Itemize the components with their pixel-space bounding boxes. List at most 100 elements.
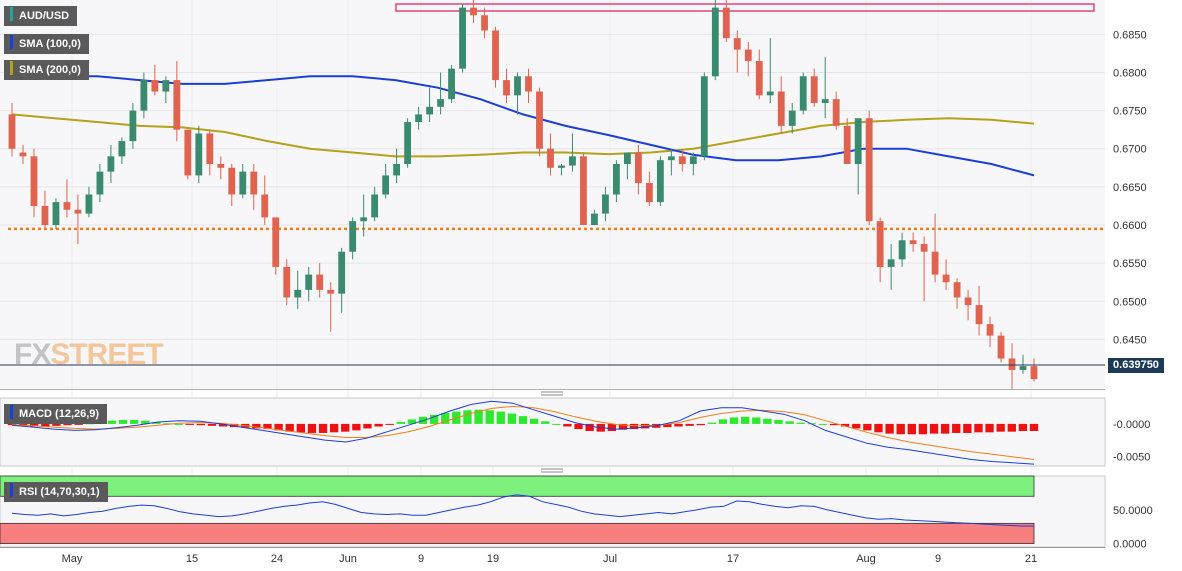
- date-tick-label: Jul: [603, 553, 617, 565]
- rsi-tick-label: 0.0000: [1113, 539, 1147, 551]
- candle: [63, 179, 71, 218]
- rsi-legend-text: RSI (14,70,30,1): [19, 486, 100, 498]
- candle-body: [1019, 366, 1027, 370]
- candle-body: [96, 171, 104, 195]
- candle-body: [162, 80, 170, 92]
- macd-bar: [130, 420, 139, 424]
- candle: [678, 148, 686, 172]
- candle-body: [898, 240, 906, 260]
- candle-body: [283, 266, 291, 298]
- sma200-legend-text: SMA (200,0): [19, 64, 81, 76]
- candle-body: [547, 148, 554, 168]
- macd-legend[interactable]: MACD (12,26,9): [4, 404, 108, 424]
- candle: [634, 144, 642, 195]
- candle-body: [393, 163, 401, 176]
- candle: [305, 266, 313, 302]
- candle-body: [964, 297, 972, 306]
- candle: [481, 7, 488, 39]
- candle-body: [349, 221, 357, 252]
- candle-body: [1030, 366, 1038, 380]
- candle: [294, 270, 302, 309]
- candle: [788, 102, 796, 134]
- macd-bar: [518, 416, 528, 424]
- candle-body: [876, 221, 884, 267]
- resize-handle[interactable]: [541, 391, 563, 396]
- macd-bar: [118, 420, 128, 424]
- candle: [173, 61, 181, 142]
- macd-bar: [263, 423, 272, 430]
- candle-body: [733, 38, 741, 50]
- macd-bar: [496, 411, 505, 424]
- candle-body: [217, 163, 225, 168]
- resize-handle[interactable]: [541, 468, 563, 473]
- candle-body: [239, 171, 247, 195]
- candle: [536, 87, 543, 157]
- macd-bar: [7, 423, 17, 426]
- symbol-text: AUD/USD: [19, 10, 70, 22]
- macd-bar: [874, 423, 883, 433]
- candle-body: [382, 175, 390, 195]
- price-tick-label: 0.6500: [1113, 296, 1147, 308]
- candle-body: [645, 183, 653, 203]
- candle: [338, 247, 346, 313]
- candle: [580, 152, 587, 226]
- candle: [184, 129, 192, 180]
- macd-bar: [107, 420, 117, 424]
- candle: [843, 118, 851, 164]
- candle-body: [810, 76, 818, 103]
- candle: [700, 72, 708, 161]
- date-axis-ticks: May 15 24 Jun 9 19 Jul 17 Aug 9 21: [62, 553, 1038, 565]
- macd-bar: [474, 409, 483, 424]
- macd-bar: [763, 418, 772, 424]
- macd-bar: [141, 420, 150, 424]
- candle: [52, 198, 60, 229]
- candle-body: [613, 163, 620, 195]
- candle: [30, 148, 38, 218]
- candle-body: [206, 133, 214, 164]
- candle: [360, 194, 368, 237]
- rsi-legend[interactable]: RSI (14,70,30,1): [4, 482, 108, 502]
- candle-body: [744, 49, 752, 62]
- candle-body: [426, 106, 433, 115]
- candle-body: [525, 76, 532, 92]
- macd-bar: [618, 423, 628, 430]
- macd-bar: [374, 423, 383, 427]
- macd-bar: [329, 423, 339, 433]
- candle-body: [909, 240, 917, 245]
- candle-body: [272, 217, 280, 267]
- candle: [96, 163, 104, 203]
- candle: [821, 57, 829, 119]
- macd-bar: [307, 423, 317, 433]
- candle: [876, 217, 884, 283]
- sma200-legend[interactable]: SMA (200,0): [4, 60, 89, 80]
- macd-bar: [52, 423, 61, 426]
- macd-bar: [907, 423, 916, 435]
- candle-body: [788, 110, 796, 126]
- candle: [327, 282, 335, 332]
- candle-body: [338, 251, 346, 294]
- macd-bar: [552, 423, 561, 425]
- candle-body: [30, 156, 38, 206]
- candle-body: [602, 194, 609, 214]
- macd-bar: [563, 423, 572, 427]
- macd-bar: [174, 423, 183, 425]
- macd-line: [11, 400, 1035, 465]
- sma100-legend[interactable]: SMA (100,0): [4, 34, 89, 54]
- macd-bar: [529, 418, 539, 424]
- sma-200-line: [11, 113, 1035, 158]
- candle: [799, 72, 807, 115]
- candle-body: [755, 61, 763, 96]
- candle-body: [558, 165, 565, 168]
- candle: [975, 286, 983, 336]
- candle: [129, 102, 137, 149]
- candle: [195, 125, 203, 184]
- macd-bar: [885, 423, 894, 434]
- candle-body: [140, 80, 148, 111]
- date-tick-label: 24: [271, 553, 283, 565]
- symbol-label[interactable]: AUD/USD: [4, 6, 78, 26]
- date-tick-label: 9: [935, 553, 941, 565]
- candle: [206, 129, 214, 176]
- candle-body: [678, 156, 686, 164]
- price-tick-label: 0.6550: [1113, 258, 1147, 270]
- candle: [602, 186, 609, 222]
